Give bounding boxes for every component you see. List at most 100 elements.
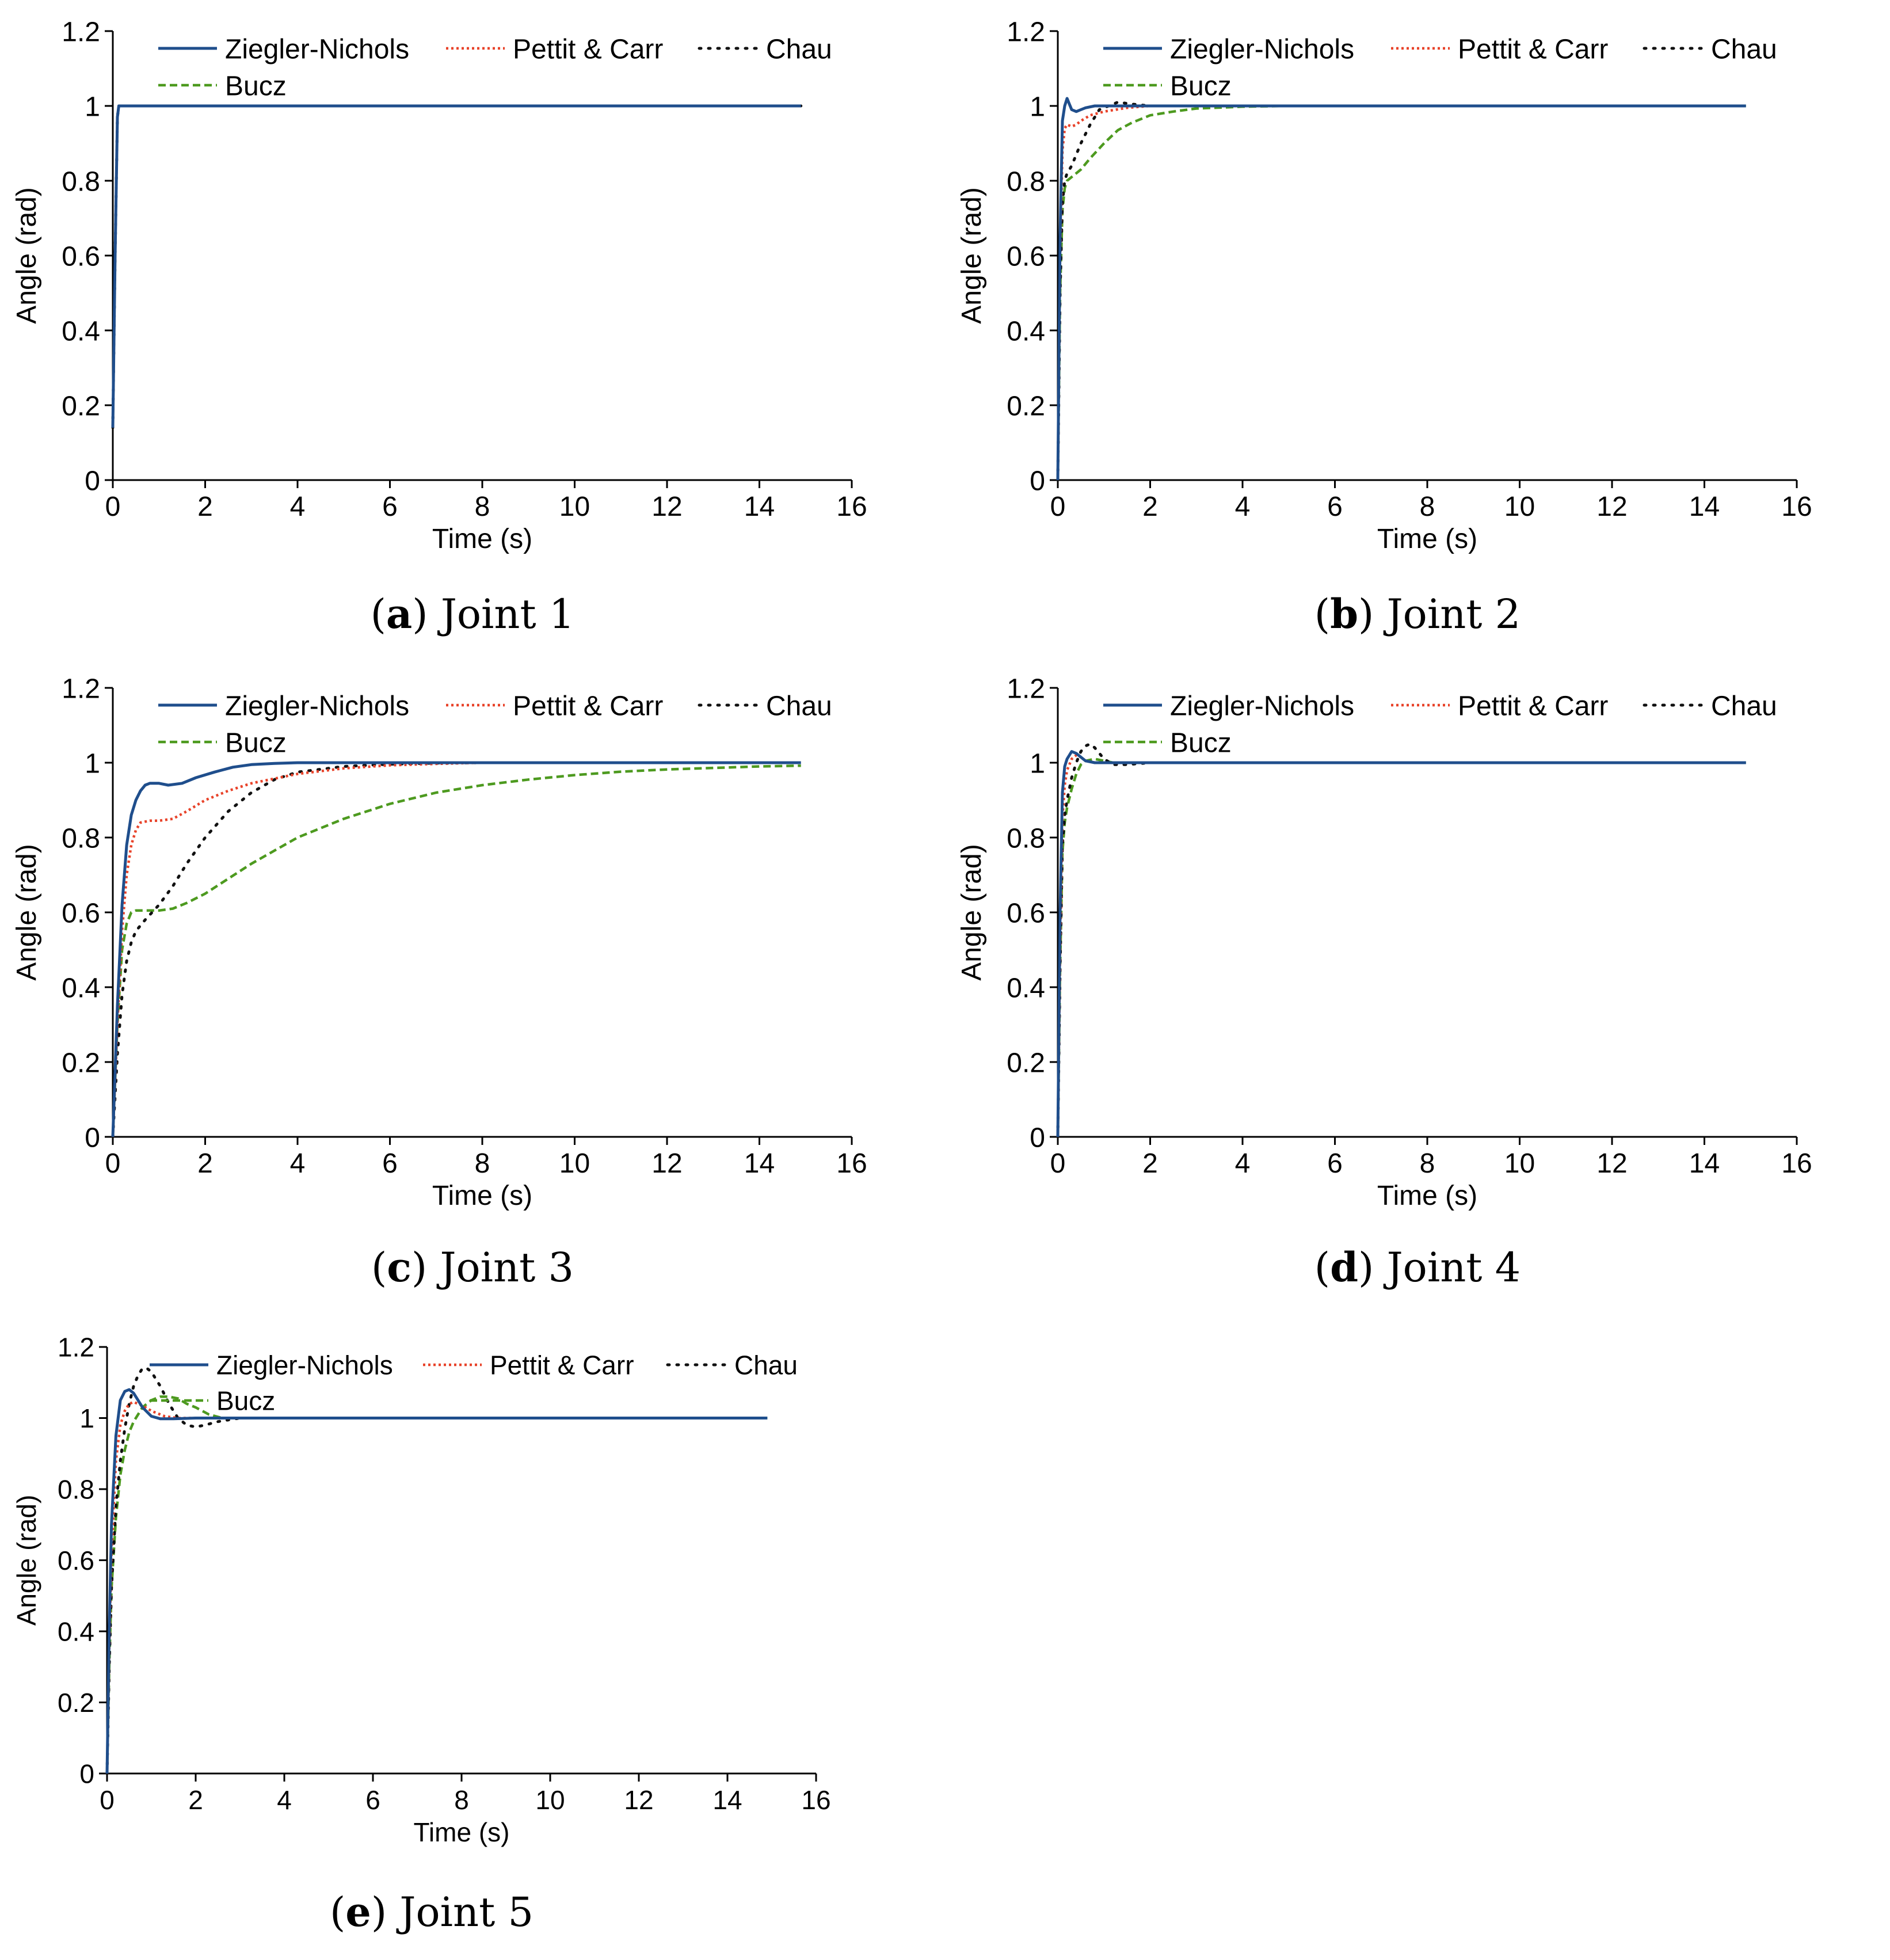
series-line-ziegler-nichols: [1056, 750, 1746, 1137]
series-line-pettit-carr: [1056, 753, 1746, 1137]
x-tick-label: 4: [290, 492, 306, 522]
caption-joint-3: (c) Joint 3: [371, 1243, 574, 1291]
legend-label: Chau: [766, 691, 832, 721]
x-tick-label: 2: [197, 1148, 213, 1179]
series-line-chau: [111, 104, 803, 429]
y-axis-label: Angle (rad): [12, 844, 42, 980]
x-tick-label: 0: [105, 492, 121, 522]
y-tick-label: 0.6: [1007, 241, 1045, 272]
y-tick-label: 0: [1030, 1122, 1045, 1153]
y-tick-label: 0.6: [62, 241, 100, 272]
y-tick-label: 0.4: [58, 1617, 94, 1647]
series-line-chau: [111, 761, 803, 1139]
y-tick-label: 0.8: [1007, 166, 1045, 197]
y-axis-label: Angle (rad): [957, 187, 987, 324]
y-tick-label: 0: [79, 1759, 94, 1789]
x-tick-label: 6: [1327, 1148, 1343, 1179]
x-tick-label: 10: [535, 1785, 565, 1815]
series-line-bucz: [111, 764, 801, 1137]
x-tick-label: 2: [188, 1785, 203, 1815]
y-tick-label: 0.8: [58, 1475, 94, 1505]
x-tick-label: 12: [651, 492, 682, 522]
caption-text: Joint 4: [1386, 1244, 1521, 1291]
chart-joint-1: 0 2 4 6 8 10 12 14 16 0 0.2 0.4 0.6 0.8 1 1.2 Time (s) An…: [12, 17, 867, 554]
y-tick-label: 0.4: [62, 973, 100, 1003]
x-tick-label: 8: [1420, 1148, 1435, 1179]
x-axis-label: Time (s): [414, 1817, 510, 1847]
legend-label: Ziegler-Nichols: [1170, 34, 1354, 64]
y-tick-label: 1.2: [62, 673, 100, 704]
x-tick-label: 16: [801, 1785, 830, 1815]
caption-letter: e: [345, 1888, 371, 1936]
x-axis-label: Time (s): [1377, 1181, 1477, 1211]
series-line-chau: [105, 1367, 769, 1775]
y-tick-label: 1: [85, 92, 100, 122]
caption-joint-4: (d) Joint 4: [1314, 1243, 1521, 1291]
y-tick-label: 1.2: [62, 17, 100, 47]
series-line-pettit-carr: [105, 1400, 768, 1774]
y-tick-label: 0.4: [1007, 973, 1045, 1003]
x-tick-label: 12: [651, 1148, 682, 1179]
y-axis-label: Angle (rad): [957, 844, 987, 980]
x-tick-label: 6: [382, 1148, 398, 1179]
series-line-chau: [1056, 101, 1748, 482]
x-tick-label: 14: [744, 1148, 775, 1179]
legend-label: Pettit & Carr: [1458, 691, 1608, 721]
y-axis-label: Angle (rad): [12, 187, 42, 324]
caption-letter: c: [387, 1243, 411, 1291]
y-tick-label: 0: [85, 466, 100, 496]
chart-joint-5: 0 2 4 6 8 10 12 14 16 0 0.2 0.4 0.6 0.8 1 1.2 Time (s) An…: [12, 1333, 831, 1847]
series-line-bucz: [1056, 104, 1746, 481]
legend-label: Bucz: [216, 1386, 275, 1416]
series-line-bucz: [1056, 758, 1746, 1137]
y-tick-label: 0.2: [62, 1048, 100, 1078]
legend-label: Ziegler-Nichols: [216, 1350, 393, 1380]
caption-text: Joint 3: [440, 1244, 574, 1291]
x-tick-label: 10: [1504, 492, 1535, 522]
y-tick-label: 0: [85, 1122, 100, 1153]
chart-joint-3: 0 2 4 6 8 10 12 14 16 0 0.2 0.4 0.6 0.8 1 1.2 Time (s) An…: [12, 673, 867, 1211]
chart-joint-4: 0 2 4 6 8 10 12 14 16 0 0.2 0.4 0.6 0.8 1 1.2 Time (s) An…: [957, 673, 1812, 1211]
series-line-ziegler-nichols: [111, 104, 801, 428]
series-line-ziegler-nichols: [105, 1388, 768, 1774]
series-line-bucz: [105, 1395, 768, 1774]
series-line-ziegler-nichols: [111, 761, 801, 1137]
x-tick-label: 6: [365, 1785, 380, 1815]
y-tick-label: 1.2: [1007, 17, 1045, 47]
x-tick-label: 14: [712, 1785, 742, 1815]
x-tick-label: 2: [1142, 492, 1158, 522]
legend-label: Pettit & Carr: [513, 691, 663, 721]
legend-label: Ziegler-Nichols: [1170, 691, 1354, 721]
x-axis-label: Time (s): [432, 1181, 532, 1211]
series-line-pettit-carr: [1056, 104, 1746, 481]
x-tick-label: 16: [836, 492, 867, 522]
x-tick-label: 12: [1596, 492, 1627, 522]
x-tick-label: 12: [1596, 1148, 1627, 1179]
x-tick-label: 4: [277, 1785, 292, 1815]
x-axis-label: Time (s): [1377, 524, 1477, 554]
x-tick-label: 0: [1050, 1148, 1066, 1179]
series-line-pettit-carr: [111, 104, 801, 428]
y-tick-label: 1.2: [1007, 673, 1045, 704]
series-line-chau: [1056, 743, 1748, 1139]
caption-text: Joint 1: [440, 591, 575, 638]
legend-label: Pettit & Carr: [1458, 34, 1608, 64]
x-tick-label: 16: [1781, 492, 1812, 522]
x-tick-label: 8: [1420, 492, 1435, 522]
x-tick-label: 4: [290, 1148, 306, 1179]
y-tick-label: 0.8: [62, 823, 100, 854]
y-tick-label: 0.6: [62, 898, 100, 928]
x-tick-label: 0: [100, 1785, 115, 1815]
x-tick-label: 10: [559, 492, 590, 522]
legend-label: Ziegler-Nichols: [225, 691, 409, 721]
series-line-bucz: [111, 104, 801, 428]
x-tick-label: 16: [836, 1148, 867, 1179]
y-tick-label: 0.2: [1007, 391, 1045, 421]
x-tick-label: 12: [624, 1785, 653, 1815]
x-axis-label: Time (s): [432, 524, 532, 554]
y-tick-label: 0.6: [58, 1546, 94, 1575]
y-tick-label: 0: [1030, 466, 1045, 496]
x-tick-label: 6: [382, 492, 398, 522]
x-tick-label: 2: [1142, 1148, 1158, 1179]
series-line-pettit-carr: [111, 761, 801, 1137]
